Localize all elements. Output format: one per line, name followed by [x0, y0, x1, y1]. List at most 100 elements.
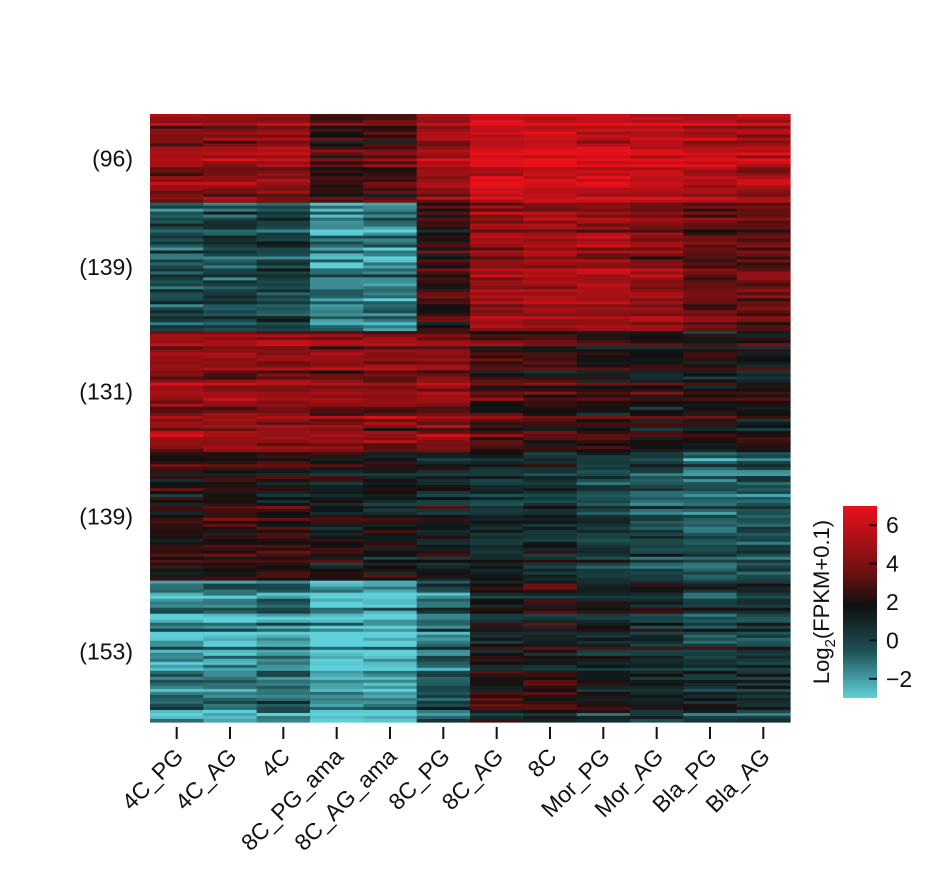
heatmap-cell: [203, 541, 258, 546]
heatmap-cell: [150, 238, 204, 243]
heatmap-cell: [310, 571, 364, 576]
heatmap-cell: [736, 134, 791, 139]
heatmap-cell: [576, 334, 631, 338]
heatmap-cell: [736, 679, 791, 684]
heatmap-cell: [203, 298, 258, 302]
heatmap-cell: [416, 331, 471, 335]
heatmap-cell: [203, 676, 258, 681]
heatmap-cell: [416, 271, 471, 275]
heatmap-cell: [363, 397, 418, 402]
heatmap-cell: [310, 316, 364, 320]
heatmap-cell: [150, 652, 204, 657]
heatmap-cell: [470, 529, 524, 534]
heatmap-cell: [150, 688, 204, 693]
heatmap-cell: [416, 712, 471, 717]
heatmap-cell: [363, 262, 418, 267]
heatmap-cell: [736, 418, 791, 423]
heatmap-cell: [363, 482, 418, 486]
heatmap-cell: [576, 182, 631, 186]
heatmap-cell: [256, 634, 311, 639]
heatmap-cell: [470, 164, 524, 168]
heatmap-cell: [683, 349, 738, 353]
heatmap-cell: [203, 262, 258, 267]
heatmap-cell: [363, 280, 418, 284]
heatmap-cell: [576, 595, 631, 600]
heatmap-cell: [150, 226, 204, 231]
heatmap-cell: [576, 382, 631, 387]
heatmap-cell: [576, 541, 631, 546]
heatmap-cell: [203, 424, 258, 429]
heatmap-cell: [523, 235, 578, 240]
heatmap-cell: [416, 140, 471, 145]
heatmap-cell: [736, 298, 791, 302]
heatmap-cell: [523, 229, 578, 234]
heatmap-cell: [630, 709, 684, 714]
heatmap-cell: [310, 697, 364, 702]
heatmap-cell: [203, 143, 258, 148]
heatmap-cell: [683, 367, 738, 372]
heatmap-cell: [363, 655, 418, 660]
heatmap-cell: [523, 598, 578, 603]
heatmap-cell: [310, 646, 364, 651]
heatmap-cell: [256, 355, 311, 359]
heatmap-cell: [470, 358, 524, 363]
heatmap-cell: [363, 155, 418, 159]
heatmap-cell: [363, 187, 418, 192]
heatmap-cell: [150, 449, 204, 453]
heatmap-cell: [736, 658, 791, 663]
heatmap-cell: [203, 220, 258, 225]
heatmap-cell: [363, 412, 418, 417]
heatmap-cell: [683, 328, 738, 332]
heatmap-cell: [523, 253, 578, 258]
heatmap-cell: [416, 352, 471, 356]
heatmap-cell: [416, 325, 471, 329]
heatmap-cell: [630, 670, 684, 675]
cluster-label: (139): [79, 254, 133, 280]
heatmap-cell: [310, 265, 364, 270]
heatmap-cell: [523, 434, 578, 438]
heatmap-cell: [310, 131, 364, 136]
heatmap-cell: [576, 280, 631, 284]
heatmap-cell: [470, 424, 524, 429]
heatmap-cell: [576, 673, 631, 678]
heatmap-cell: [363, 334, 418, 338]
heatmap-cell: [416, 553, 471, 558]
heatmap-cell: [683, 331, 738, 335]
heatmap-cell: [576, 622, 631, 627]
heatmap-cell: [523, 604, 578, 609]
heatmap-cell: [256, 667, 311, 672]
heatmap-cell: [470, 565, 524, 570]
heatmap-cell: [470, 376, 524, 381]
heatmap-cell: [256, 382, 311, 387]
heatmap-cell: [683, 532, 738, 537]
heatmap-cell: [416, 691, 471, 696]
heatmap-cell: [683, 182, 738, 186]
heatmap-cell: [256, 488, 311, 492]
heatmap-cell: [256, 491, 311, 495]
heatmap-cell: [256, 601, 311, 606]
heatmap-cell: [683, 685, 738, 690]
heatmap-cell: [150, 631, 204, 636]
heatmap-cell: [416, 187, 471, 192]
heatmap-cell: [256, 205, 311, 210]
heatmap-cell: [683, 562, 738, 567]
heatmap-cell: [150, 211, 204, 216]
heatmap-cell: [576, 412, 631, 417]
heatmap-cell: [683, 616, 738, 621]
heatmap-cell: [416, 616, 471, 621]
heatmap-cell: [470, 658, 524, 663]
heatmap-cell: [310, 437, 364, 441]
heatmap-cell: [203, 427, 258, 432]
heatmap-cell: [470, 715, 524, 720]
heatmap-cell: [523, 427, 578, 432]
heatmap-cell: [256, 229, 311, 234]
heatmap-cell: [470, 400, 524, 405]
heatmap-cell: [416, 565, 471, 570]
heatmap-cell: [523, 694, 578, 699]
heatmap-cell: [630, 286, 684, 290]
heatmap-cell: [523, 550, 578, 555]
heatmap-cell: [416, 461, 471, 465]
heatmap-cell: [150, 514, 204, 519]
heatmap-cell: [523, 301, 578, 305]
heatmap-cell: [736, 292, 791, 296]
